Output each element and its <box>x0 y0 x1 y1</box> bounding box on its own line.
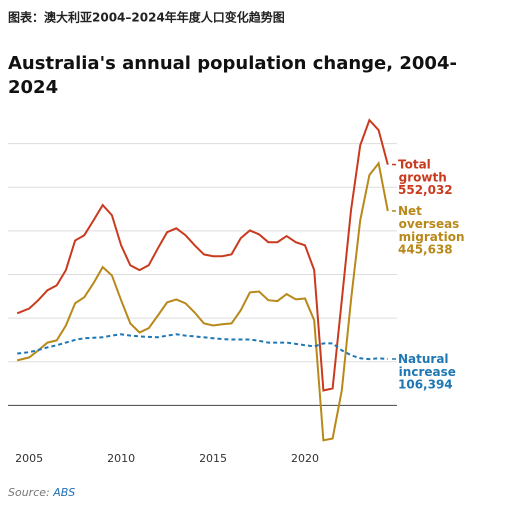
legend-label: Net overseas migration <box>395 203 465 243</box>
source-label: Source: <box>8 486 50 499</box>
series-line <box>17 333 388 361</box>
x-tick-label: 2020 <box>291 452 319 465</box>
source: Source: ABS <box>8 486 75 499</box>
value-label: 106,394 <box>398 377 453 391</box>
series-line <box>16 160 389 442</box>
value-label: 445,638 <box>398 242 453 256</box>
x-tick-label: 2010 <box>107 452 135 465</box>
legend-label: Natural increase <box>395 351 456 378</box>
value-label: 552,032 <box>398 183 453 197</box>
x-tick-label: 2015 <box>199 452 227 465</box>
source-link[interactable]: ABS <box>52 486 75 499</box>
header: 图表：澳大利亚2004–2024年年度人口变化趋势图 <box>8 10 285 25</box>
series-line <box>16 118 389 392</box>
legend-label: Total growth <box>395 157 447 184</box>
chart-title: Australia's annual population change, 20… <box>8 53 457 98</box>
x-tick-label: 2005 <box>15 452 43 465</box>
